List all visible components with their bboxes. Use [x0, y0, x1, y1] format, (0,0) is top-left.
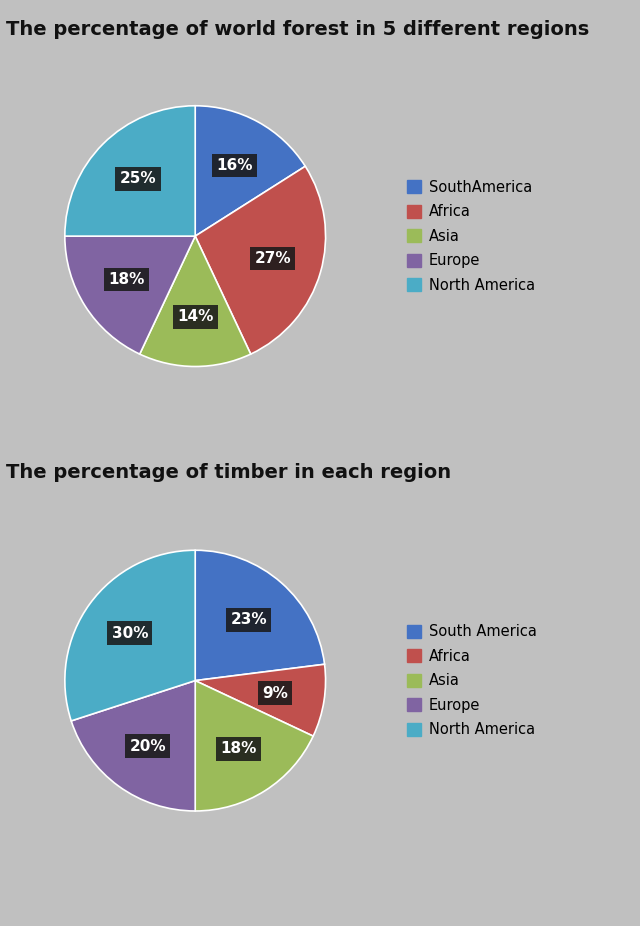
Text: 23%: 23% [230, 612, 267, 628]
Legend: South America, Africa, Asia, Europe, North America: South America, Africa, Asia, Europe, Nor… [406, 624, 536, 737]
Text: 20%: 20% [129, 739, 166, 754]
Text: 14%: 14% [177, 309, 213, 324]
Wedge shape [195, 681, 313, 811]
Wedge shape [195, 550, 324, 681]
Wedge shape [195, 664, 326, 736]
Text: The percentage of timber in each region: The percentage of timber in each region [6, 463, 452, 482]
Wedge shape [195, 167, 326, 354]
Text: 30%: 30% [111, 626, 148, 641]
Text: 25%: 25% [120, 171, 156, 186]
Wedge shape [65, 236, 195, 354]
Text: 27%: 27% [255, 251, 291, 266]
Text: 18%: 18% [220, 742, 257, 757]
Text: 9%: 9% [262, 686, 288, 701]
Text: The percentage of world forest in 5 different regions: The percentage of world forest in 5 diff… [6, 20, 589, 40]
Legend: SouthAmerica, Africa, Asia, Europe, North America: SouthAmerica, Africa, Asia, Europe, Nort… [406, 180, 534, 293]
Text: 16%: 16% [216, 157, 252, 173]
Wedge shape [195, 106, 305, 236]
Wedge shape [140, 236, 251, 367]
Wedge shape [65, 106, 195, 236]
Wedge shape [71, 681, 195, 811]
Text: 18%: 18% [109, 272, 145, 287]
Wedge shape [65, 550, 195, 721]
